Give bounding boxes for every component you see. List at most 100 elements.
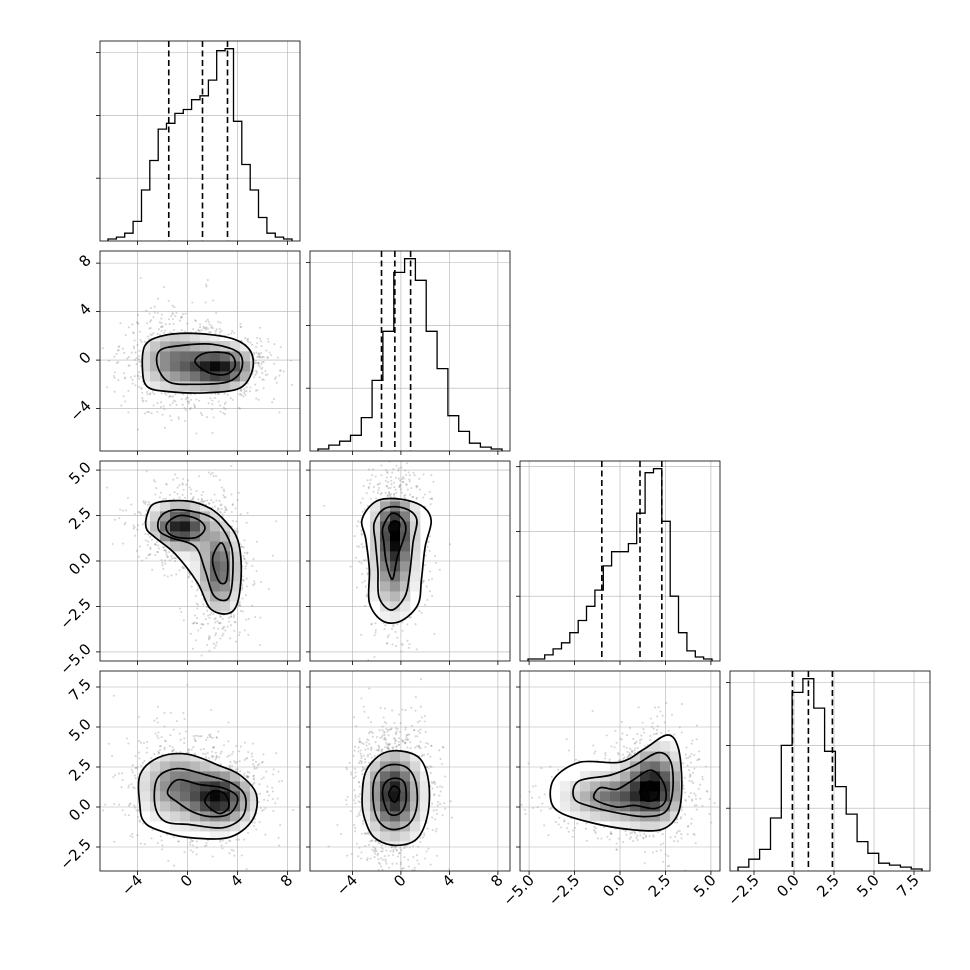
- scatter-point: [255, 362, 258, 365]
- scatter-point: [164, 739, 167, 742]
- scatter-point: [412, 471, 415, 474]
- density-cell: [170, 333, 181, 342]
- density-cell: [370, 511, 381, 522]
- scatter-point: [232, 331, 236, 334]
- scatter-point: [228, 764, 231, 767]
- scatter-point: [197, 734, 200, 738]
- scatter-point: [386, 642, 389, 645]
- scatter-point: [428, 490, 431, 493]
- scatter-point: [178, 607, 182, 610]
- scatter-point: [124, 521, 127, 524]
- scatter-point: [144, 539, 147, 542]
- density-cell: [200, 341, 211, 352]
- scatter-point: [406, 488, 409, 491]
- scatter-point: [138, 349, 141, 353]
- scatter-point: [195, 602, 198, 605]
- scatter-point: [160, 392, 163, 395]
- scatter-point: [163, 725, 166, 728]
- scatter-point: [156, 311, 159, 314]
- scatter-point: [394, 630, 397, 633]
- scatter-point: [187, 396, 190, 399]
- scatter-point: [249, 341, 252, 344]
- scatter-point: [130, 768, 133, 771]
- scatter-point: [215, 736, 218, 739]
- scatter-point: [230, 613, 233, 616]
- scatter-point: [171, 317, 174, 321]
- scatter-point: [209, 473, 213, 476]
- scatter-point: [195, 622, 199, 625]
- scatter-point: [409, 493, 412, 496]
- scatter-point: [253, 580, 256, 583]
- scatter-point: [261, 361, 264, 364]
- scatter-point: [184, 330, 187, 333]
- scatter-point: [115, 352, 118, 355]
- scatter-point: [169, 415, 172, 418]
- scatter-point: [149, 306, 152, 310]
- scatter-point: [127, 356, 130, 359]
- scatter-point: [400, 466, 403, 469]
- scatter-point: [156, 551, 159, 554]
- scatter-point: [206, 279, 209, 282]
- scatter-point: [208, 502, 211, 505]
- panel-frame: [309, 460, 511, 662]
- density-cell: [220, 601, 231, 612]
- scatter-point: [133, 339, 136, 342]
- scatter-point: [220, 750, 223, 753]
- scatter-point: [148, 312, 151, 315]
- scatter-point: [404, 497, 407, 500]
- scatter-point: [231, 330, 234, 333]
- scatter-point: [166, 555, 169, 558]
- scatter-point: [222, 494, 225, 497]
- density-cell: [230, 571, 241, 582]
- scatter-point: [251, 604, 254, 607]
- scatter-point: [161, 413, 164, 416]
- scatter-point: [157, 750, 160, 753]
- density-cell: [210, 581, 221, 592]
- scatter-point: [383, 628, 386, 631]
- density-cell: [190, 531, 201, 542]
- scatter-point: [234, 621, 237, 624]
- scatter-point: [394, 488, 397, 491]
- scatter-point: [260, 363, 263, 366]
- scatter-point: [255, 767, 258, 770]
- density-cell: [410, 551, 421, 562]
- scatter-point: [210, 611, 213, 614]
- scatter-point: [244, 393, 247, 396]
- scatter-point: [207, 471, 210, 474]
- panels-layer: [96, 40, 931, 875]
- scatter-point: [261, 366, 264, 369]
- scatter-point: [258, 356, 262, 359]
- scatter-point: [246, 552, 249, 555]
- scatter-point: [356, 525, 359, 528]
- density-cell: [180, 521, 191, 532]
- scatter-point: [144, 502, 147, 505]
- scatter-point: [177, 416, 180, 419]
- scatter-point: [391, 471, 394, 474]
- scatter-point: [132, 524, 135, 527]
- scatter-point: [219, 321, 222, 324]
- scatter-point: [408, 478, 411, 481]
- scatter-point: [214, 644, 217, 647]
- scatter-point: [408, 480, 411, 483]
- scatter-point: [193, 737, 196, 740]
- scatter-point: [264, 833, 267, 836]
- scatter-point: [113, 376, 116, 379]
- scatter-point: [136, 815, 140, 819]
- scatter-point: [383, 458, 385, 460]
- scatter-point: [151, 568, 154, 571]
- density-cell: [390, 498, 401, 502]
- density-cell: [142, 351, 151, 362]
- scatter-point: [114, 774, 117, 777]
- scatter-point: [206, 736, 209, 739]
- scatter-point: [135, 809, 138, 812]
- scatter-point: [183, 717, 186, 721]
- panel-content: [310, 251, 510, 451]
- scatter-point: [157, 328, 161, 331]
- scatter-point: [404, 483, 408, 486]
- density-cell: [370, 561, 381, 572]
- scatter-point: [259, 616, 262, 619]
- scatter-point: [365, 492, 368, 495]
- scatter-point: [169, 404, 172, 407]
- contour-level-2: [381, 512, 407, 581]
- scatter-point: [397, 467, 400, 470]
